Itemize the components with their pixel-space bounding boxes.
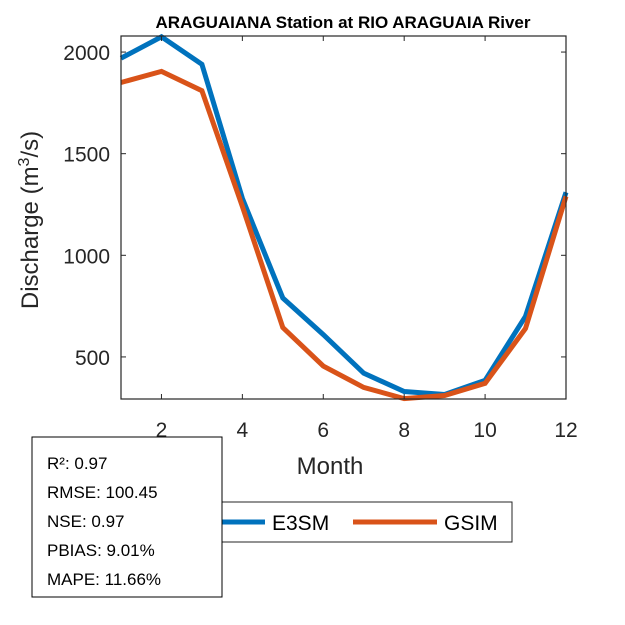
- y-tick-label: 1000: [63, 245, 110, 268]
- plot-area: 2 4 6 8 10 12 500 1000 1500 2000: [63, 33, 578, 442]
- series-line-e3sm: [119, 33, 569, 398]
- x-tick-label: 2: [156, 419, 168, 442]
- stat-nse: NSE: 0.97: [47, 512, 125, 531]
- x-tick-label: 8: [398, 419, 410, 442]
- x-tick-label: 4: [237, 419, 249, 442]
- y-tick-label: 500: [75, 347, 110, 370]
- y-axis-label-superscript: 3: [16, 157, 33, 166]
- y-axis-label: Discharge (m3/s): [16, 131, 44, 309]
- y-axis-label-main: Discharge (m: [17, 166, 44, 309]
- legend-label-e3sm: E3SM: [272, 512, 329, 535]
- x-tick-label: 10: [473, 419, 496, 442]
- statistics-annotation: R²: 0.97 RMSE: 100.45 NSE: 0.97 PBIAS: 9…: [31, 436, 223, 598]
- legend-label-gsim: GSIM: [444, 512, 498, 535]
- statistics-box: [31, 436, 223, 598]
- y-axis-label-tail: /s): [17, 131, 44, 158]
- series-line-gsim: [120, 68, 569, 402]
- x-tick-label: 6: [317, 419, 329, 442]
- stat-pbias: PBIAS: 9.01%: [47, 541, 155, 560]
- x-axis-label: Month: [297, 453, 364, 480]
- legend: E3SM GSIM: [179, 501, 513, 543]
- plot-background: [121, 36, 566, 399]
- y-tick-label: 1500: [63, 144, 110, 167]
- x-axis-ticks: 2 4 6 8 10 12: [156, 36, 578, 442]
- stat-mape: MAPE: 11.66%: [47, 570, 161, 589]
- axes-box: [120, 35, 567, 400]
- stat-rmse: RMSE: 100.45: [47, 483, 158, 502]
- y-tick-label: 2000: [63, 42, 110, 65]
- y-axis-ticks: 500 1000 1500 2000: [63, 42, 566, 370]
- stat-r2: R²: 0.97: [47, 454, 107, 473]
- chart-title: ARAGUAIANA Station at RIO ARAGUAIA River: [156, 13, 531, 32]
- x-tick-label: 12: [554, 419, 577, 442]
